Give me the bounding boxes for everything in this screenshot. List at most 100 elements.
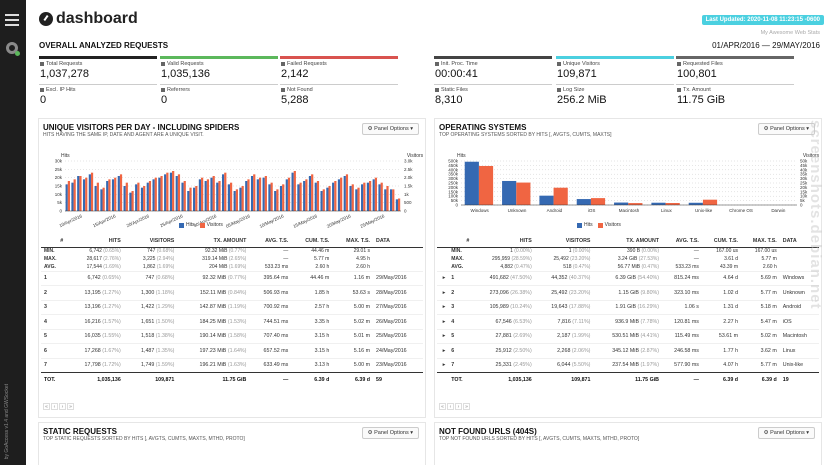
last-page-button[interactable]: » [463,403,470,410]
last-page-button[interactable]: » [67,403,74,410]
prev-page-button[interactable]: ‹ [51,403,58,410]
column-header[interactable]: TX. AMOUNT [177,235,250,248]
table-cell: 815.24 ms [662,270,702,286]
table-cell: 6.39 GiB (54.40%) [593,270,663,286]
column-header[interactable]: VISITORS [123,235,178,248]
table-cell: 1.15 GiB (9.80%) [593,285,663,300]
expand-icon[interactable]: ▸ [437,357,449,373]
table-cell: 29.01 s [353,248,370,255]
table-row[interactable]: ▸ 7 25,331 (2.45%) 6,044 (5.50%) 237.54 MiB … [437,357,819,373]
table-row[interactable]: ▸ 1 491,682 (47.50%) 44,352 (40.37%) 6.39 Gi… [437,270,819,286]
hits-bar [326,187,329,211]
stat-icon [435,61,439,66]
table-row[interactable]: 6 17,268 (1.67%) 1,487 (1.35%) 197.23 MiB (… [41,343,423,358]
expand-icon[interactable]: ▸ [437,299,449,315]
table-row[interactable]: ▸ 5 27,881 (2.69%) 2,187 (1.99%) 530.51 MiB … [437,328,819,344]
next-page-button[interactable]: › [59,403,66,410]
hits-bar [94,186,97,211]
column-header[interactable]: DATA [779,235,819,248]
expand-icon[interactable]: ▸ [437,285,449,300]
table-cell: 115.49 ms [662,328,702,344]
stat-value: 0 [40,94,47,106]
column-header[interactable]: MAX. T.S. [332,235,373,248]
static-panel-options-button[interactable]: ⚙ Panel Options ▾ [361,427,419,439]
column-header[interactable]: # [448,235,473,248]
table-row[interactable]: 2 13,195 (1.27%) 1,300 (1.18%) 152.11 MiB (… [41,285,423,300]
y-tick-label: 5k [57,200,63,205]
table-cell: 6.39 d [701,372,742,387]
table-cell: 4.07 h [701,357,742,373]
table-cell: 3.13 h [291,357,333,373]
next-page-button[interactable]: › [455,403,462,410]
table-cell: 6.39 d [741,372,780,387]
first-page-button[interactable]: « [43,403,50,410]
table-cell: 28/May/2016 [373,285,423,300]
table-cell: 44.46 m [311,248,330,255]
table-cell: 44,352 (40.37%) [534,270,594,286]
visitors-bar [183,181,186,211]
table-cell: 5.47 m [741,314,780,329]
column-header[interactable]: CUM. T.S. [701,235,742,248]
expand-icon[interactable] [437,263,448,271]
column-header[interactable]: MAX. T.S. [741,235,780,248]
stat-value: 256.2 MiB [557,94,607,106]
notfound-panel-options-button[interactable]: ⚙ Panel Options ▾ [757,427,815,439]
expand-icon[interactable] [437,255,448,263]
expand-icon[interactable] [437,247,448,255]
expand-icon[interactable]: ▸ [437,343,449,358]
prev-page-button[interactable]: ‹ [447,403,454,410]
first-page-button[interactable]: « [439,403,446,410]
visitors-panel-options-button[interactable]: ⚙ Panel Options ▾ [361,123,419,135]
column-header[interactable]: # [41,235,67,248]
expand-icon[interactable]: ▸ [437,328,449,344]
gear-icon[interactable] [6,42,20,56]
column-header[interactable]: HITS [66,235,124,248]
visitors-bar [131,191,134,211]
table-row[interactable]: ▸ 6 25,912 (2.50%) 2,268 (2.06%) 345.12 MiB … [437,343,819,358]
hits-bar [198,179,202,211]
table-cell: 395.64 ms [249,270,292,286]
column-header[interactable]: HITS [472,235,535,248]
table-cell: 577.90 ms [662,357,702,373]
y2-tick-label: 0 [800,203,803,208]
y2-tick-label: 2.5k [404,167,413,172]
table-row[interactable]: ▸ 2 273,096 (26.38%) 25,492 (23.20%) 1.15 Gi… [437,285,819,300]
os-panel-options-button[interactable]: ⚙ Panel Options ▾ [757,123,815,135]
table-row[interactable]: 5 16,035 (1.55%) 1,518 (1.38%) 190.14 MiB (… [41,328,423,344]
visitors-bar [79,176,82,211]
stat-icon [281,61,285,66]
column-header[interactable]: VISITORS [534,235,594,248]
table-row[interactable]: 1 6,742 (0.65%) 747 (0.68%) 92.32 MiB (0.77… [41,270,423,286]
stat-label: Init. Proc. Time [435,61,552,67]
column-header[interactable]: AVG. T.S. [249,235,292,248]
os-subtitle: TOP OPERATING SYSTEMS SORTED BY HITS [, … [439,132,612,138]
visitors-bar [166,172,169,211]
expand-icon[interactable]: ▸ [437,314,449,329]
table-cell: 237.54 MiB (1.97%) [593,357,663,373]
table-row[interactable]: 7 17,798 (1.72%) 1,749 (1.59%) 196.21 MiB (… [41,357,423,373]
column-header[interactable]: CUM. T.S. [291,235,333,248]
hits-bar [82,179,86,211]
table-cell: 27,881 (2.69%) [472,328,535,344]
table-cell: 1 [448,270,473,286]
visitors-bar [276,189,279,211]
x-tick-label: Android [547,208,563,213]
visitors-bar [316,181,320,211]
column-header[interactable]: AVG. T.S. [662,235,702,248]
table-cell: 3.61 d [724,256,739,262]
table-row[interactable]: ▸ 3 105,989 (10.24%) 19,643 (17.88%) 1.91 Gi… [437,299,819,315]
menu-icon[interactable] [5,14,19,29]
visitors-bar [386,186,389,211]
expand-icon[interactable] [437,372,449,387]
column-header[interactable]: DATA [373,235,423,248]
expand-icon[interactable]: ▸ [437,270,449,286]
table-row[interactable]: ▸ 4 67,546 (6.53%) 7,816 (7.11%) 936.9 MiB (… [437,314,819,329]
table-cell: 13,196 (1.27%) [66,299,124,315]
y-tick-label: 150k [448,189,459,194]
table-row[interactable]: 4 16,216 (1.57%) 1,651 (1.50%) 184.25 MiB (… [41,314,423,329]
table-row[interactable]: 3 13,196 (1.27%) 1,422 (1.29%) 142.87 MiB (… [41,299,423,315]
table-cell: 345.12 MiB (2.87%) [593,343,663,358]
hits-bar [100,189,103,211]
column-header[interactable]: TX. AMOUNT [593,235,663,248]
table-row: MAX. 28,617 (2.76%) 3,225 (2.94%) 319.14 Mi… [41,255,423,263]
